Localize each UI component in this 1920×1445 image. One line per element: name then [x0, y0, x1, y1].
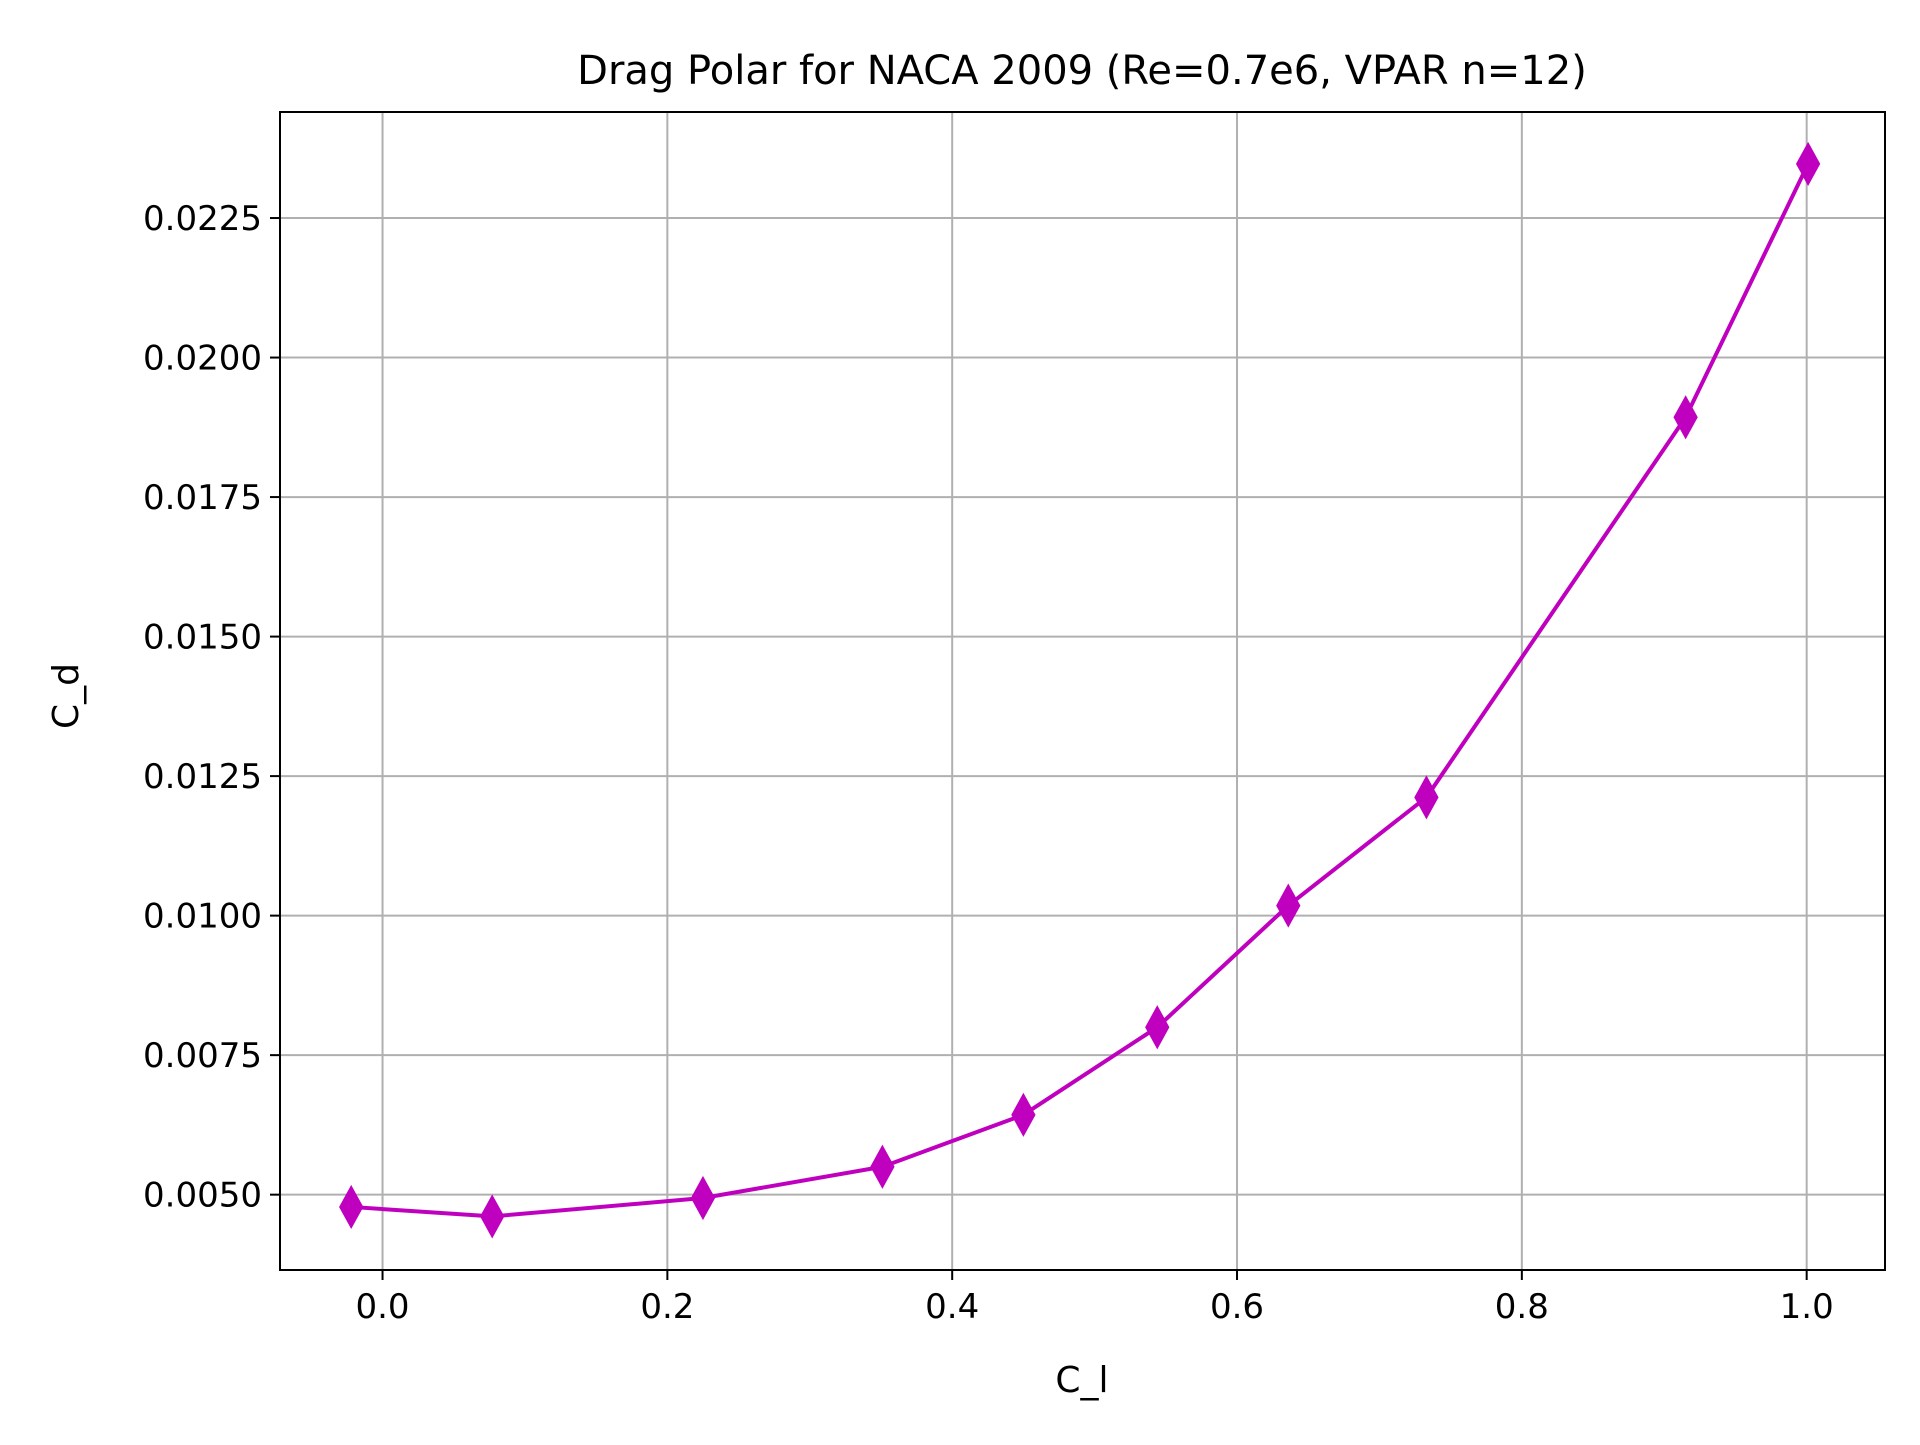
y-tick-label: 0.0150	[143, 618, 262, 658]
x-axis-ticks: 0.0 0.2 0.4 0.6 0.8 1.0	[355, 1270, 1834, 1327]
x-tick-label: 0.2	[640, 1287, 694, 1327]
y-tick-label: 0.0050	[143, 1176, 262, 1216]
plot-frame	[279, 111, 1886, 1271]
y-tick-label: 0.0125	[143, 757, 262, 797]
x-tick-label: 1.0	[1780, 1287, 1834, 1327]
y-tick-label: 0.0200	[143, 339, 262, 379]
data-point	[1011, 1092, 1036, 1137]
x-axis-label: C_l	[1055, 1360, 1108, 1401]
data-point	[1145, 1005, 1170, 1050]
series-line	[351, 163, 1810, 1219]
data-point	[480, 1194, 505, 1239]
y-axis-label: C_d	[46, 663, 87, 729]
data-point	[1276, 883, 1301, 928]
grid	[280, 112, 1885, 1270]
data-point	[870, 1144, 895, 1189]
y-tick-label: 0.0225	[143, 199, 262, 239]
data-point	[1673, 395, 1698, 440]
series-layer	[339, 141, 1821, 1239]
y-axis-ticks: 0.0050 0.0075 0.0100 0.0125 0.0150 0.0175 0.02…	[143, 199, 280, 1216]
x-tick-label: 0.4	[925, 1287, 979, 1327]
data-point	[339, 1184, 364, 1230]
chart-title: Drag Polar for NACA 2009 (Re=0.7e6, VPAR…	[577, 48, 1587, 94]
x-tick-label: 0.8	[1495, 1287, 1549, 1327]
data-point	[1795, 141, 1821, 186]
x-tick-label: 0.0	[355, 1287, 409, 1327]
y-tick-label: 0.0100	[143, 897, 262, 937]
x-tick-label: 0.6	[1210, 1287, 1264, 1327]
data-point	[1414, 775, 1439, 820]
data-point	[690, 1175, 716, 1221]
y-tick-label: 0.0075	[143, 1036, 262, 1076]
y-tick-label: 0.0175	[143, 478, 262, 518]
plot-area	[280, 112, 1885, 1270]
